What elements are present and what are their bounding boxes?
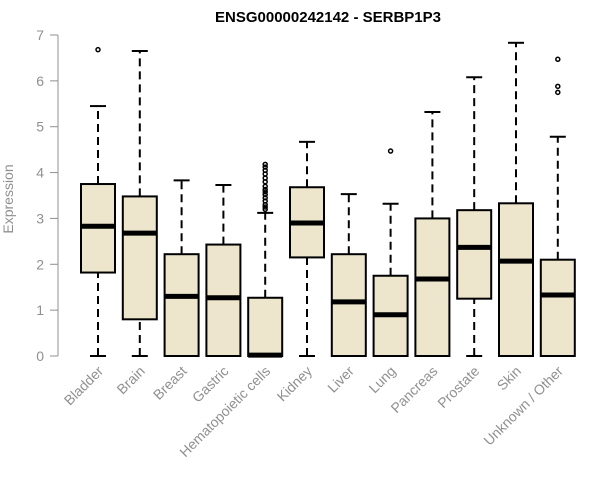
box-5 — [289, 140, 325, 357]
x-tick-label: Breast — [150, 363, 190, 403]
outlier-point — [262, 186, 268, 193]
outlier-point — [262, 198, 268, 204]
x-tick-label: Kidney — [274, 363, 316, 405]
outlier-point — [387, 148, 394, 154]
outlier-point — [555, 89, 561, 96]
box-rect — [121, 195, 158, 321]
y-axis-label: Expression — [0, 164, 16, 233]
x-tick-label: Skin — [494, 363, 525, 394]
y-tick-label: 2 — [36, 256, 44, 272]
outlier-point — [555, 56, 561, 63]
outlier-point — [262, 183, 268, 190]
x-tick-label: Unknown / Other — [480, 363, 566, 449]
box-rect — [330, 253, 367, 357]
box-7 — [372, 148, 409, 357]
box-rect — [498, 202, 534, 357]
y-tick-label: 6 — [36, 73, 44, 89]
box-rect — [539, 258, 576, 358]
x-tick-label: Liver — [324, 363, 357, 396]
outlier-point — [262, 204, 268, 210]
box-rect — [247, 296, 284, 357]
box-rect — [205, 243, 242, 357]
outlier-point — [555, 83, 561, 90]
outlier-point — [95, 46, 101, 53]
box-11 — [539, 56, 576, 358]
box-2 — [163, 179, 200, 357]
outlier-point — [262, 191, 268, 198]
box-0 — [80, 46, 116, 357]
box-group — [80, 41, 576, 358]
outlier-point — [262, 164, 268, 170]
box-9 — [456, 76, 493, 357]
outlier-point — [262, 189, 268, 195]
x-tick-label: Lung — [365, 363, 398, 396]
x-tick-label: Bladder — [61, 363, 107, 409]
box-1 — [121, 50, 158, 357]
outlier-point — [262, 161, 268, 168]
outlier-point — [262, 195, 268, 201]
y-tick-label: 0 — [36, 348, 44, 364]
y-tick-label: 1 — [36, 302, 44, 318]
box-rect — [163, 253, 200, 357]
x-tick-label: Brain — [113, 363, 147, 397]
box-3 — [205, 183, 242, 357]
y-tick-label: 7 — [36, 27, 44, 43]
y-tick-label: 3 — [36, 210, 44, 226]
box-4 — [247, 161, 284, 358]
box-6 — [330, 193, 367, 357]
y-tick-label: 5 — [36, 119, 44, 135]
box-rect — [414, 217, 451, 357]
box-rect — [456, 209, 493, 300]
x-tick-label: Prostate — [434, 363, 482, 411]
chart-title: ENSG00000242142 - SERBP1P3 — [215, 9, 441, 26]
outlier-point — [262, 167, 268, 174]
box-8 — [414, 111, 451, 357]
box-10 — [498, 41, 534, 357]
y-tick-label: 4 — [36, 165, 44, 181]
y-axis: 0 1 2 3 4 5 6 7 — [36, 27, 59, 364]
